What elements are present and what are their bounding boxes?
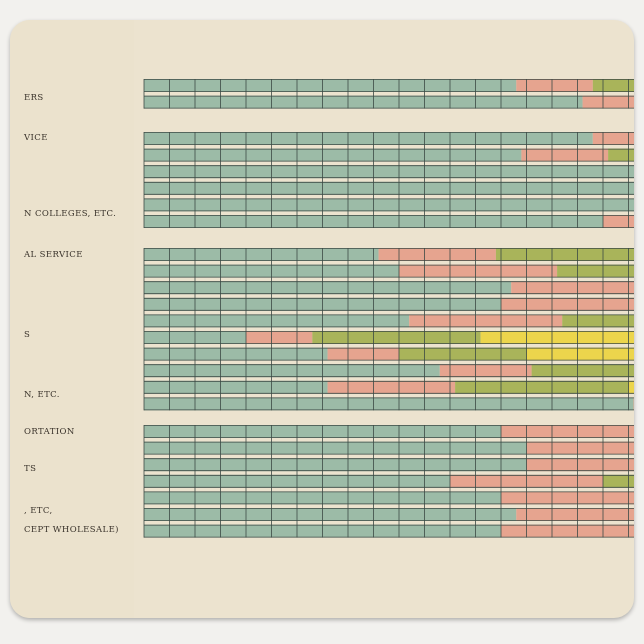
bar-segment-olive [455,380,629,394]
bar-segment-olive [608,148,634,162]
row-label: S [24,330,30,340]
row-label: N, ETC. [24,390,60,400]
bar-segment-salmon [521,148,609,162]
mousepad-surface: ERS VICE N COLLEGES, ETC. AL SERVICE S N… [10,20,634,618]
bar-segment-green [144,165,634,179]
bar-segment-salmon [409,314,563,328]
bar-segment-salmon [603,215,634,228]
bar-segment-salmon [501,491,634,505]
bar-segment-green [144,458,527,472]
bar-segment-olive [562,314,634,328]
bar-segment-olive [531,364,634,378]
bar-segment-green [144,441,527,455]
bar-segment-olive [557,264,634,278]
bar-segment-green [144,397,634,411]
bar-segment-salmon [501,425,634,438]
bar-segment-green [144,148,522,162]
row-label: ERS [24,93,44,103]
row-label: VICE [23,133,48,143]
bar-segment-salmon [511,281,634,295]
row-label: N COLLEGES, ETC. [24,209,116,219]
bar-segment-salmon [327,380,456,394]
label-column [10,20,134,618]
bar-segment-salmon [501,524,634,538]
bar-segment-olive [312,331,481,344]
stacked-bar-chart: ERS VICE N COLLEGES, ETC. AL SERVICE S N… [10,20,634,618]
bar-segment-green [144,347,328,361]
bar-segment-salmon [592,132,634,145]
bar-segment-green [144,198,634,212]
row-label: TS [24,464,36,474]
bar-segment-salmon [246,331,313,344]
bar-segment-green [144,364,440,378]
bar-segment-green [144,132,593,145]
bar-segment-salmon [516,79,593,92]
bar-segment-green [144,79,517,92]
bar-segment-green [144,95,583,109]
row-label: ORTATION [24,427,75,437]
bar-segment-yellow [480,331,634,344]
bar-segment-salmon [526,458,634,472]
bar-segment-olive [495,248,634,261]
bar-segment-green [144,181,634,195]
bar-segment-salmon [399,264,558,278]
bar-segment-olive [399,347,527,361]
bar-segment-salmon [378,248,496,261]
bar-segment-olive [603,474,634,488]
row-label: , ETC, [24,506,53,516]
bar-segment-salmon [582,95,634,109]
grid-lines [143,79,629,538]
bar-segment-salmon [516,508,634,521]
row-labels: ERS VICE N COLLEGES, ETC. AL SERVICE S N… [23,93,119,535]
bar-segment-salmon [501,297,634,311]
bar-segment-olive [592,79,634,92]
bar-segment-yellow [628,380,634,394]
bar-segment-green [144,248,379,261]
bar-segment-green [144,508,517,521]
bar-segment-green [144,380,328,394]
bar-rows [144,79,634,538]
row-label: AL SERVICE [23,250,83,260]
bar-segment-green [144,314,410,328]
bar-segment-salmon [526,441,634,455]
bar-segment-salmon [327,347,399,361]
bar-segment-yellow [526,347,634,361]
bar-segment-salmon [439,364,532,378]
bar-segment-green [144,281,512,295]
row-label: CEPT WHOLESALE) [24,524,119,535]
